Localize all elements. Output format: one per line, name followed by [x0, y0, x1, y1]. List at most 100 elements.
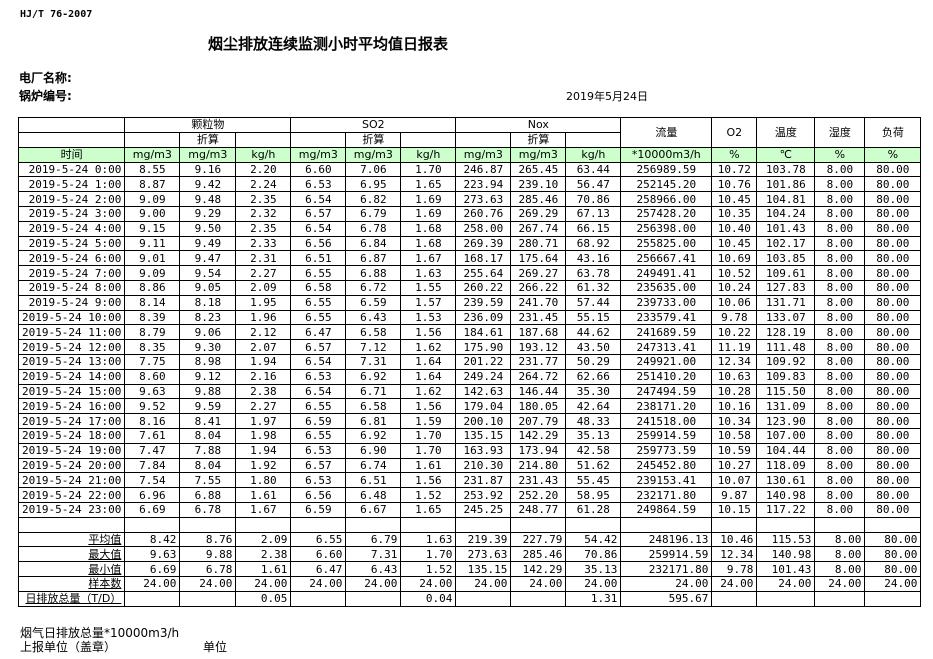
- particulate-converted: 折算: [179, 131, 237, 148]
- value-cell: 235635.00: [620, 279, 713, 296]
- time-cell: 2019-5-24 15:00: [17, 383, 126, 400]
- value-cell: 10.45: [711, 235, 758, 252]
- stats-row: 样本数 24.00 24.00 24.00 24.00 24.00 24.00 24.00 24…: [17, 575, 922, 592]
- value-cell: 115.53: [756, 531, 816, 548]
- value-cell: 6.58: [290, 279, 347, 296]
- value-cell: 2.20: [235, 161, 292, 178]
- value-cell: [814, 590, 866, 607]
- time-cell: 2019-5-24 3:00: [17, 205, 126, 222]
- value-cell: 80.00: [864, 235, 922, 252]
- value-cell: 256398.00: [620, 220, 713, 237]
- value-cell: 61.32: [565, 279, 622, 296]
- value-cell: 1.65: [400, 501, 457, 518]
- value-cell: 54.42: [565, 531, 622, 548]
- value-cell: 239153.41: [620, 472, 713, 489]
- value-cell: 233579.41: [620, 309, 713, 326]
- value-cell: 10.06: [711, 294, 758, 311]
- value-cell: 6.90: [345, 442, 402, 459]
- value-cell: 1.70: [400, 161, 457, 178]
- value-cell: 8.41: [179, 413, 237, 429]
- time-cell: 2019-5-24 17:00: [17, 413, 126, 429]
- value-cell: 1.68: [400, 220, 457, 237]
- value-cell: 1.55: [400, 279, 457, 296]
- value-cell: 231.87: [455, 472, 512, 489]
- value-cell: 280.71: [510, 235, 567, 252]
- value-cell: 219.39: [455, 531, 512, 548]
- value-cell: 1.56: [400, 324, 457, 341]
- value-cell: 6.92: [345, 427, 402, 444]
- value-cell: 1.70: [400, 442, 457, 459]
- value-cell: 251410.20: [620, 368, 713, 385]
- value-cell: 259773.59: [620, 442, 713, 459]
- value-cell: 214.80: [510, 457, 567, 474]
- table-row: 2019-5-24 0:00 8.55 9.16 2.20 6.60 7.06 1.70 24…: [17, 161, 922, 178]
- blank-cell: [756, 516, 816, 533]
- value-cell: 253.92: [455, 487, 512, 503]
- value-cell: 9.01: [124, 250, 181, 267]
- value-cell: 8.14: [124, 294, 181, 311]
- value-cell: 227.79: [510, 531, 567, 548]
- value-cell: 80.00: [864, 265, 922, 281]
- value-cell: 117.22: [756, 501, 816, 518]
- value-cell: 8.04: [179, 427, 237, 444]
- value-cell: 6.43: [345, 561, 402, 577]
- value-cell: 146.44: [510, 383, 567, 400]
- value-cell: 6.54: [290, 220, 347, 237]
- value-cell: 7.31: [345, 353, 402, 370]
- unit-cell: %: [711, 146, 758, 163]
- value-cell: 80.00: [864, 413, 922, 429]
- time-cell: 2019-5-24 10:00: [17, 309, 126, 326]
- value-cell: 80.00: [864, 368, 922, 385]
- table-row: 2019-5-24 23:00 6.69 6.78 1.67 6.59 6.67 1.65 2…: [17, 501, 922, 518]
- value-cell: 109.61: [756, 265, 816, 281]
- blank-cell: [400, 131, 457, 148]
- value-cell: 10.72: [711, 161, 758, 178]
- value-cell: 231.45: [510, 309, 567, 326]
- value-cell: 239.59: [455, 294, 512, 311]
- value-cell: 55.15: [565, 309, 622, 326]
- blank-cell: [455, 131, 512, 148]
- value-cell: 6.53: [290, 176, 347, 193]
- table-row: 2019-5-24 11:00 8.79 9.06 2.12 6.47 6.58 1.56 1…: [17, 324, 922, 341]
- stat-label: 最小值: [17, 561, 126, 577]
- units-row: 时间 mg/m3 mg/m3 kg/h mg/m3 mg/m3 kg/h mg/m3 mg/m3…: [17, 146, 922, 163]
- value-cell: 107.00: [756, 427, 816, 444]
- value-cell: 2.16: [235, 368, 292, 385]
- value-cell: 24.00: [565, 575, 622, 592]
- value-cell: 1.62: [400, 383, 457, 400]
- value-cell: 2.09: [235, 531, 292, 548]
- value-cell: 66.15: [565, 220, 622, 237]
- table-row: 2019-5-24 2:00 9.09 9.48 2.35 6.54 6.82 1.69 27…: [17, 191, 922, 207]
- value-cell: 123.90: [756, 413, 816, 429]
- value-cell: 8.23: [179, 309, 237, 326]
- value-cell: 80.00: [864, 161, 922, 178]
- value-cell: 252145.20: [620, 176, 713, 193]
- value-cell: 2.33: [235, 235, 292, 252]
- value-cell: 238171.20: [620, 398, 713, 415]
- value-cell: 8.00: [814, 235, 866, 252]
- value-cell: 24.00: [235, 575, 292, 592]
- value-cell: 24.00: [756, 575, 816, 592]
- blank-cell: [711, 516, 758, 533]
- value-cell: 63.44: [565, 161, 622, 178]
- value-cell: 255.64: [455, 265, 512, 281]
- value-cell: 61.28: [565, 501, 622, 518]
- value-cell: 68.92: [565, 235, 622, 252]
- blank-cell: [510, 516, 567, 533]
- value-cell: 24.00: [179, 575, 237, 592]
- value-cell: 24.00: [864, 575, 922, 592]
- time-cell: 2019-5-24 1:00: [17, 176, 126, 193]
- value-cell: 6.67: [345, 501, 402, 518]
- table-row: 2019-5-24 21:00 7.54 7.55 1.80 6.53 6.51 1.56 2…: [17, 472, 922, 489]
- value-cell: 6.51: [345, 472, 402, 489]
- value-cell: 193.12: [510, 339, 567, 355]
- value-cell: 43.50: [565, 339, 622, 355]
- table-row: 2019-5-24 7:00 9.09 9.54 2.27 6.55 6.88 1.63 25…: [17, 265, 922, 281]
- value-cell: 8.00: [814, 324, 866, 341]
- value-cell: 1.98: [235, 427, 292, 444]
- value-cell: 24.00: [124, 575, 181, 592]
- value-cell: 80.00: [864, 324, 922, 341]
- time-cell: 2019-5-24 16:00: [17, 398, 126, 415]
- value-cell: 6.55: [290, 398, 347, 415]
- value-cell: [455, 590, 512, 607]
